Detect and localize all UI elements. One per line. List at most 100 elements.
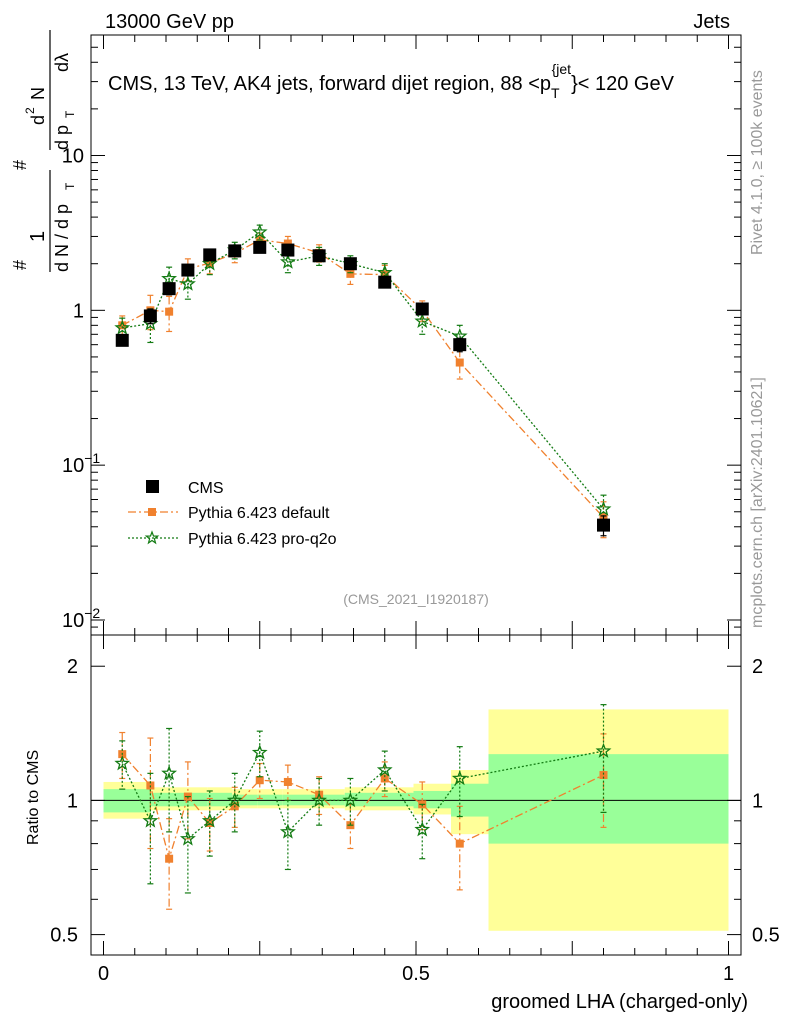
ratio-band-inner [488, 754, 729, 844]
ratio-proq2o-point [142, 812, 159, 828]
main-default-point [455, 358, 464, 367]
x-axis-label: groomed LHA (charged-only) [491, 991, 748, 1013]
mcplots-label: mcplots.cern.ch [arXiv:2401.10621] [749, 377, 766, 628]
main-y-tick-label: 1 [73, 300, 84, 322]
ratio-default-point [599, 771, 608, 780]
ratio-proq2o-point [451, 770, 468, 786]
main-data-point [181, 263, 195, 277]
legend-label-cms: CMS [188, 480, 224, 497]
ratio-band-inner [376, 792, 414, 807]
ratio-proq2o-point [251, 744, 268, 760]
ratio-default-point [255, 776, 264, 785]
plot-title-main: CMS, 13 TeV, AK4 jets, forward dijet reg… [108, 73, 551, 95]
ratio-panel: 2 2 1 1 0.5 0.5 0 0.5 1 [50, 634, 780, 985]
ratio-default-point [283, 777, 292, 786]
ylabel-sup-2: 2 [23, 107, 37, 114]
main-y-tick-label-base: 10 [62, 610, 84, 632]
ratio-proq2o-point [114, 755, 131, 771]
ratio-y-axis-label: Ratio to CMS [25, 750, 42, 845]
main-axis-ticks [91, 34, 741, 636]
ratio-y-tick-label-left: 0.5 [50, 925, 78, 947]
main-proq2o-point [201, 255, 218, 271]
ratio-default-line [121, 753, 604, 862]
main-default-point [165, 307, 174, 316]
main-data-point [597, 518, 610, 532]
main-series [114, 223, 612, 539]
ratio-proq2o-point [595, 742, 612, 758]
ratio-proq2o-point [414, 821, 431, 837]
ratio-series [114, 704, 612, 910]
main-data-point [378, 275, 392, 289]
ratio-proq2o-line [121, 750, 604, 840]
ylabel-hash-1: # [10, 260, 30, 270]
ratio-default-point [455, 839, 464, 848]
ratio-uncertainty-bands [103, 709, 729, 931]
main-data-point [162, 282, 176, 296]
main-default-point [380, 270, 389, 279]
legend: CMS Pythia 6.423 default Pythia 6.423 pr… [128, 480, 337, 548]
legend-marker-proq2o [144, 530, 160, 545]
main-proq2o-line [122, 231, 604, 510]
main-y-tick-label: 10−1 [62, 450, 100, 477]
main-default-point [283, 239, 292, 248]
ratio-y-tick-label-right: 0.5 [752, 925, 780, 947]
ylabel-numerator-1: 1 [27, 231, 49, 242]
ratio-tick-labels: 2 2 1 1 0.5 0.5 0 0.5 1 [50, 656, 780, 985]
plot-title: CMS, 13 TeV, AK4 jets, forward dijet reg… [108, 61, 675, 101]
ratio-band-inner [188, 792, 208, 807]
ratio-proq2o-point [376, 761, 393, 777]
main-data-point [415, 302, 429, 316]
category-label: Jets [693, 11, 730, 33]
ratio-y-tick-label-left: 2 [67, 656, 78, 678]
main-proq2o-point [595, 500, 612, 516]
legend-label-default: Pythia 6.423 default [188, 505, 330, 522]
energy-label: 13000 GeV pp [105, 11, 234, 33]
main-data-point [115, 333, 129, 347]
ylabel-numerator-n: N [28, 87, 48, 100]
main-y-tick-label-base: 10 [62, 145, 84, 167]
ratio-proq2o-point [201, 812, 218, 828]
main-y-axis-label: # 1 d N / d p T # d 2 N d p T dλ [10, 30, 77, 272]
main-data-point [228, 244, 242, 258]
ratio-default-point [380, 774, 389, 783]
x-tick-label: 0.5 [402, 963, 430, 985]
ylabel-numerator-2: d [28, 115, 48, 125]
main-proq2o-point [114, 319, 131, 335]
ylabel-sub-t-1: T [63, 182, 77, 190]
plot-title-end: }< 120 GeV [571, 73, 675, 95]
main-proq2o-point [161, 270, 178, 286]
rivet-label: Rivet 4.1.0, ≥ 100k events [749, 70, 766, 255]
main-data-point [453, 338, 467, 352]
legend-marker-cms [146, 480, 159, 493]
main-proq2o-point [414, 313, 431, 329]
main-proq2o-point [251, 223, 268, 239]
main-proq2o-point [179, 275, 196, 291]
ylabel-hash-2: # [10, 160, 30, 170]
main-y-tick-label: 10 [62, 145, 84, 167]
ratio-band-inner [207, 792, 233, 807]
main-default-point [118, 321, 127, 330]
legend-label-proq2o: Pythia 6.423 pro-q2o [188, 531, 337, 548]
main-proq2o-point [376, 264, 393, 280]
main-y-tick-label-exp: −1 [84, 450, 100, 466]
x-tick-label: 0 [98, 963, 109, 985]
ratio-proq2o-point [311, 792, 328, 808]
ratio-band-inner [169, 792, 189, 807]
ratio-proq2o-point [179, 830, 196, 846]
ratio-proq2o-point [342, 792, 359, 808]
ratio-y-tick-label-right: 1 [752, 790, 763, 812]
x-tick-label: 1 [723, 963, 734, 985]
main-default-point [346, 269, 355, 278]
ratio-proq2o-point [226, 792, 243, 808]
main-data-point [281, 243, 295, 257]
main-y-tick-label-base: 10 [62, 455, 84, 477]
main-y-tick-label-base: 1 [73, 300, 84, 322]
ylabel-denominator-2: d p [52, 125, 72, 150]
ratio-band-inner [151, 792, 170, 807]
main-proq2o-point [279, 253, 296, 269]
ylabel-sub-t-2: T [63, 110, 77, 118]
plot-title-sup: {jet [552, 61, 572, 77]
